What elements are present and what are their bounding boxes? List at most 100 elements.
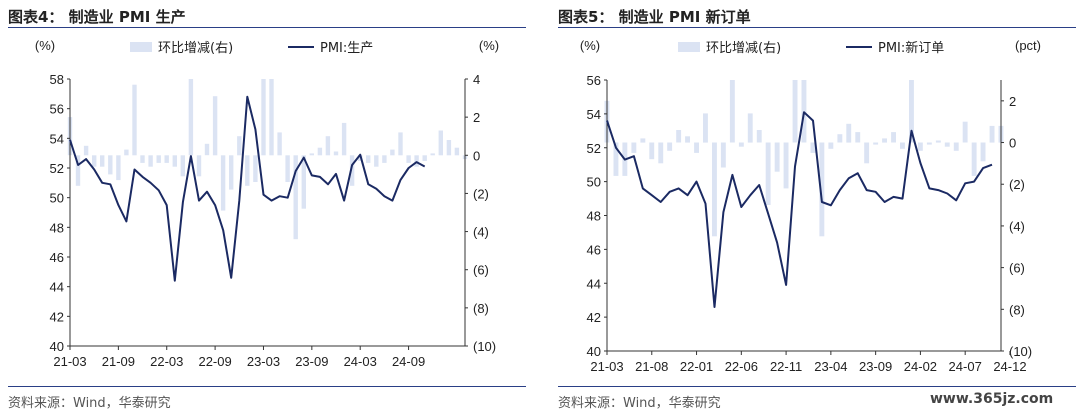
bar <box>406 155 411 163</box>
x-tick-label: 22-11 <box>770 359 802 374</box>
bar <box>819 142 825 237</box>
bar <box>864 142 870 164</box>
bar <box>747 113 753 143</box>
bar <box>454 147 460 156</box>
right-tick-label: (10) <box>1009 344 1032 359</box>
bar <box>398 132 403 156</box>
left-tick-label: 46 <box>587 242 601 257</box>
bar <box>658 142 664 164</box>
bar <box>631 142 637 153</box>
left-tick-label: 52 <box>50 161 64 176</box>
bar <box>873 142 879 145</box>
x-tick-label: 23-09 <box>859 359 892 374</box>
bar <box>640 138 646 143</box>
x-tick-label: 21-03 <box>53 354 86 369</box>
bar <box>237 136 242 156</box>
bar <box>649 142 655 160</box>
footer-divider <box>558 386 1076 387</box>
right-tick-label: (8) <box>473 301 489 316</box>
bar <box>703 113 708 143</box>
left-tick-label: 58 <box>50 72 64 87</box>
x-tick-label: 22-09 <box>198 354 231 369</box>
left-tick-label: 52 <box>587 141 601 156</box>
left-tick-label: 56 <box>587 73 601 88</box>
right-axis-unit: (pct) <box>1015 38 1041 53</box>
bar <box>980 142 986 162</box>
left-tick-label: 42 <box>587 310 601 325</box>
x-tick-label: 23-04 <box>814 359 847 374</box>
left-tick-label: 48 <box>50 220 64 235</box>
bar <box>422 155 427 161</box>
right-tick-label: (2) <box>473 186 489 201</box>
x-tick-label: 24-12 <box>993 359 1026 374</box>
right-tick-label: (2) <box>1009 177 1025 192</box>
chart-source: 资料来源：Wind，华泰研究 <box>8 396 171 411</box>
bar <box>212 96 218 156</box>
bar <box>180 155 185 177</box>
left-tick-label: 54 <box>50 131 64 146</box>
left-tick-label: 40 <box>587 344 601 359</box>
series-line-pmi <box>606 111 993 308</box>
right-tick-label: 2 <box>473 110 480 125</box>
bar <box>333 151 339 156</box>
bar <box>971 142 977 176</box>
bar <box>783 142 789 189</box>
bar <box>374 155 379 167</box>
bar <box>172 155 177 167</box>
bar <box>694 142 699 153</box>
bar <box>828 142 834 149</box>
legend-label: PMI:生产 <box>320 41 373 56</box>
footer-divider <box>8 386 526 387</box>
bar <box>774 142 780 172</box>
bar <box>891 132 896 143</box>
left-tick-label: 46 <box>50 250 64 265</box>
bar <box>909 80 914 143</box>
bar <box>382 155 387 163</box>
right-tick-label: 0 <box>473 148 480 163</box>
left-tick-label: 50 <box>587 175 601 190</box>
bar <box>430 153 435 156</box>
left-tick-label: 54 <box>587 107 601 122</box>
x-tick-label: 22-03 <box>150 354 183 369</box>
right-tick-label: 4 <box>473 72 480 87</box>
title-divider <box>8 27 526 28</box>
chart-panel-new-orders: 图表5： 制造业 PMI 新订单 40 42 44 46 48 50 52 54 56 2 0 (2)… <box>550 0 1080 416</box>
x-tick-label: 21-08 <box>635 359 668 374</box>
right-tick-label: (10) <box>473 339 496 354</box>
bar <box>317 147 323 156</box>
bar <box>438 130 443 156</box>
bar <box>613 142 619 176</box>
bar <box>148 155 153 167</box>
bar <box>204 143 210 156</box>
bar <box>75 155 81 186</box>
bar <box>108 155 113 175</box>
bar <box>140 155 145 163</box>
bar <box>309 153 314 156</box>
bar <box>100 155 105 167</box>
bar <box>926 142 932 145</box>
bar <box>756 130 762 143</box>
x-tick-label: 24-02 <box>904 359 937 374</box>
bar <box>792 80 798 143</box>
chart-source: 资料来源：Wind，华泰研究 <box>558 396 721 411</box>
left-tick-label: 50 <box>50 191 64 206</box>
bar <box>953 142 959 151</box>
bar <box>164 155 169 163</box>
bar <box>366 155 371 163</box>
left-tick-label: 48 <box>587 209 601 224</box>
bar <box>92 155 97 167</box>
legend-bar-swatch <box>130 42 152 52</box>
bar <box>301 155 306 209</box>
bar <box>261 79 266 156</box>
bar <box>765 142 771 205</box>
right-tick-label: (4) <box>1009 219 1025 234</box>
bar <box>855 132 861 143</box>
bar <box>738 142 744 147</box>
x-tick-label: 23-03 <box>247 354 280 369</box>
right-tick-label: (4) <box>473 225 489 240</box>
legend-label: PMI:新订单 <box>878 40 944 56</box>
legend-label: 环比增减(右) <box>706 41 781 56</box>
bar <box>285 155 290 182</box>
legend-label: 环比增减(右) <box>158 41 233 56</box>
